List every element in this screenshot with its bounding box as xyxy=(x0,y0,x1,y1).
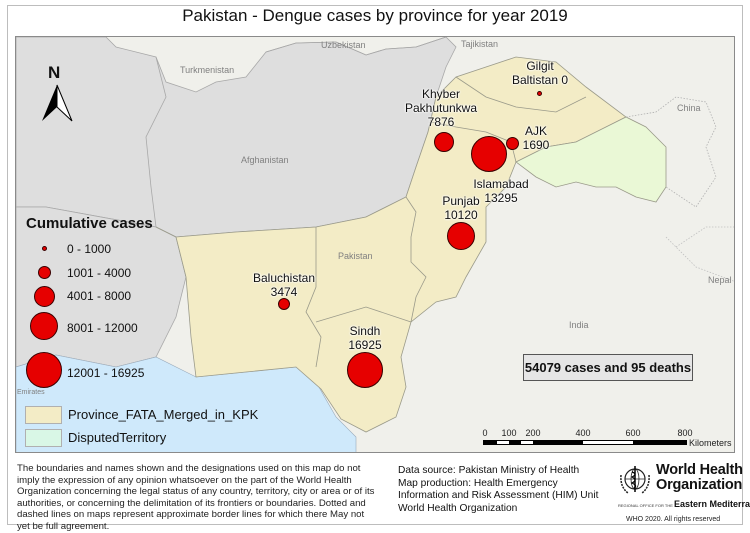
credits-map-production-2: Information and Risk Assessment (HIM) Un… xyxy=(398,490,599,501)
bubble-gilgit-baltistan[interactable] xyxy=(537,91,542,96)
legend-circle-2 xyxy=(38,266,51,279)
credits: Data source: Pakistan Ministry of Health… xyxy=(398,465,628,515)
north-arrow-icon xyxy=(42,84,73,122)
country-label-turkmenistan: Turkmenistan xyxy=(180,65,235,75)
summary-box: 54079 cases and 95 deaths xyxy=(523,354,693,381)
country-label-pakistan: Pakistan xyxy=(338,251,373,261)
bubble-baluchistan[interactable] xyxy=(278,298,290,310)
north-arrow: N xyxy=(38,63,78,125)
credits-data-source: Data source: Pakistan Ministry of Health xyxy=(398,465,580,476)
bubble-sindh[interactable] xyxy=(347,352,383,388)
who-logo: World Health Organization REGIONAL OFFIC… xyxy=(616,461,750,519)
legend-swatch-disputed xyxy=(25,429,62,447)
credits-org: World Health Organization xyxy=(398,502,518,514)
scale-bar-graphic xyxy=(483,440,687,445)
legend-title: Cumulative cases xyxy=(26,215,153,232)
map-title: Pakistan - Dengue cases by province for … xyxy=(182,6,568,25)
country-label-india: India xyxy=(569,320,589,330)
legend-circle-4 xyxy=(30,312,58,340)
legend-circle-3 xyxy=(34,286,55,307)
label-islamabad: Islamabad 13295 xyxy=(473,177,529,205)
who-name: World Health Organization xyxy=(656,462,743,493)
who-region: REGIONAL OFFICE FOR THE Eastern Mediterr… xyxy=(618,499,750,509)
disclaimer-text: The boundaries and names shown and the d… xyxy=(17,463,375,532)
who-emblem-icon xyxy=(620,466,650,494)
country-label-uzbekistan: Uzbekistan xyxy=(321,40,366,50)
bubble-khyber-pakhutunkwa[interactable] xyxy=(434,132,454,152)
map-basemap xyxy=(16,37,734,452)
label-baluchistan: Baluchistan 3474 xyxy=(252,271,316,299)
credits-map-production-1: Map production: Health Emergency xyxy=(398,477,558,489)
legend-label-disputed: DisputedTerritory xyxy=(68,430,167,445)
country-label-emirates: Emirates xyxy=(17,389,45,396)
copyright: WHO 2020. All rights reserved xyxy=(626,516,721,523)
north-arrow-letter: N xyxy=(48,63,61,82)
label-khyber-pakhutunkwa: Khyber Pakhutunkwa 7876 xyxy=(404,87,478,129)
bubble-ajk[interactable] xyxy=(506,137,519,150)
legend-swatch-province xyxy=(25,406,62,424)
country-label-afghanistan: Afghanistan xyxy=(241,155,289,165)
legend-circle-5 xyxy=(26,352,62,388)
country-label-nepal: Nepal xyxy=(708,275,732,285)
bubble-punjab[interactable] xyxy=(447,222,475,250)
legend-label-province: Province_FATA_Merged_in_KPK xyxy=(68,407,259,422)
country-label-tajikistan: Tajikistan xyxy=(461,39,499,49)
pakistan-territory xyxy=(155,56,627,433)
map-canvas: Uzbekistan Tajikistan Turkmenistan Afgha… xyxy=(15,36,735,453)
country-label-china: China xyxy=(677,103,701,113)
label-sindh: Sindh 16925 xyxy=(348,324,382,352)
label-ajk: AJK 1690 xyxy=(522,124,550,152)
bubble-islamabad[interactable] xyxy=(471,136,507,172)
disputed-territory xyxy=(515,116,667,203)
legend-circle-1 xyxy=(42,246,47,251)
label-punjab: Punjab 10120 xyxy=(442,194,480,222)
label-gilgit-baltistan: Gilgit Baltistan 0 xyxy=(511,59,569,87)
